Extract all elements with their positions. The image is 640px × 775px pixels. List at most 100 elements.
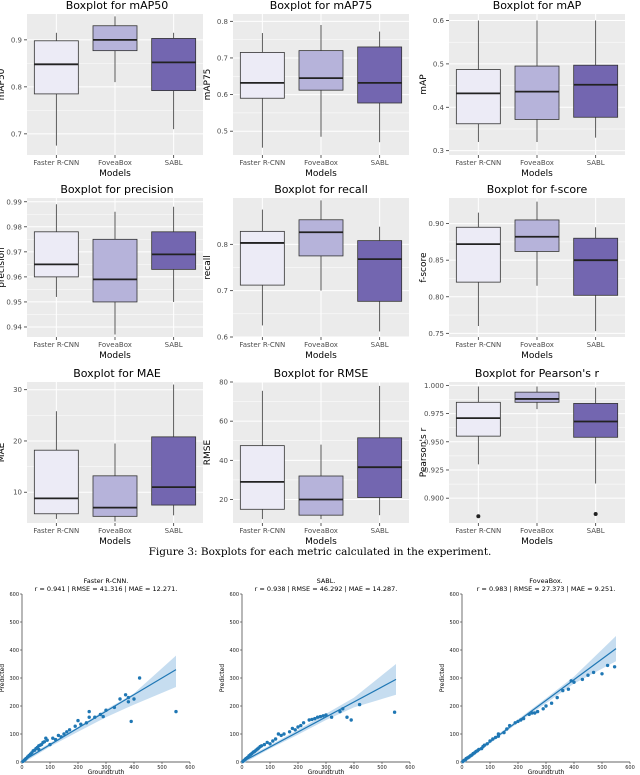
box-sabl [357,226,403,332]
boxplot-2: Boxplot for mAP75 0.5 0.6 0.7 0.8 Faster R-CN… [203,0,409,179]
x-tick-label: FoveaBox [304,341,338,349]
scatter-title: FoveaBox. [529,577,562,585]
y-tick-label: 0.4 [433,104,445,112]
data-point [321,714,325,718]
data-point [318,714,323,719]
data-point [44,736,48,740]
data-point [87,709,91,714]
data-point [259,744,264,748]
box-iqr [573,64,619,118]
y-axis-label: f-score [419,252,429,283]
box-iqr [151,38,197,92]
box-faster-r-cnn [239,33,285,148]
y-tick-label: 0 [236,760,239,766]
data-point [533,711,537,715]
y-tick-label: 0.6 [217,91,229,99]
y-tick-label: 0.94 [6,323,22,331]
data-point [549,701,554,705]
data-point [101,714,105,719]
figure-caption: Figure 3: Boxplots for each metric calcu… [148,546,492,558]
x-tick-label: Faster R-CNN [455,159,501,167]
box-foveabox [298,24,344,137]
y-tick-label: 40 [219,457,228,465]
box-iqr [357,240,403,302]
x-axis-label: Groundtruth [88,769,125,775]
box-iqr [455,69,501,125]
data-point [586,673,590,677]
data-point [123,693,128,697]
y-tick-label: 500 [449,620,459,626]
box-iqr [151,436,197,506]
y-axis-label: Predicted [219,664,226,692]
y-tick-label: 0.96 [6,273,22,281]
y-tick-label: 0.6 [433,17,445,25]
y-tick-label: 100 [449,732,459,738]
box-iqr [33,231,79,278]
y-tick-label: 300 [9,676,19,682]
x-tick-label: SABL [587,527,605,535]
data-point [591,670,596,675]
x-tick-label: 200 [73,765,83,771]
y-tick-label: 0.925 [424,466,444,474]
x-tick-label: 300 [321,765,331,771]
y-tick-label: 300 [449,676,459,682]
data-point [76,718,80,723]
box-faster-r-cnn [455,212,501,327]
scatter-1: Faster R-CNN.r = 0.941 | RMSE = 41.316 |… [0,577,195,775]
box-iqr [573,237,619,296]
y-tick-label: 400 [9,648,19,654]
data-point [118,697,122,701]
data-point [42,740,47,744]
box-faster-r-cnn [33,32,79,146]
chart-title: Boxplot for recall [274,183,368,196]
x-axis-label: Models [521,537,553,547]
scatter-title: Faster R-CNN. [84,577,129,585]
box-foveabox [92,211,138,335]
x-axis-label: Models [99,537,131,547]
boxplot-7: Boxplot for MAE 10 20 30 Faster R-CNN FoveaBo… [0,367,203,547]
data-point [530,711,534,715]
data-point [62,732,66,736]
chart-title: Boxplot for mAP75 [270,0,373,12]
box-iqr [33,40,79,95]
y-tick-label: 1.000 [424,382,444,390]
box-sabl [573,20,619,138]
y-tick-label: 0.975 [424,410,444,418]
regression-line [21,669,177,762]
box-faster-r-cnn [33,411,79,519]
y-axis-label: MAE [0,442,7,462]
y-tick-label: 0.75 [428,330,444,338]
data-point [137,676,142,680]
data-point [357,702,362,707]
data-point [555,695,559,700]
x-tick-label: 600 [625,765,635,771]
y-tick-label: 0.3 [433,147,444,155]
data-point [580,677,585,682]
data-point [56,733,61,738]
data-point [276,732,281,736]
data-point [349,718,353,722]
box-sabl [573,227,619,332]
x-tick-label: 100 [485,765,495,771]
data-point [290,726,295,731]
box-iqr [573,403,619,438]
scatter-subtitle: r = 0.938 | RMSE = 46.292 | MAE = 14.287… [255,585,398,593]
x-tick-label: 300 [541,765,551,771]
regression-line [241,678,397,763]
box-iqr [239,52,285,99]
x-tick-label: FoveaBox [520,341,554,349]
box-sabl [573,387,619,516]
data-point [315,715,320,719]
data-point [535,709,540,714]
chart-title: Boxplot for Pearson's r [475,367,600,380]
box-iqr [455,401,501,437]
box-foveabox [298,200,344,291]
x-axis-label: Models [305,169,337,179]
data-point [268,742,272,746]
box-sabl [151,32,197,130]
data-point [307,718,311,722]
x-tick-label: FoveaBox [520,159,554,167]
y-tick-label: 600 [9,592,19,598]
outlier-point [593,511,598,516]
y-tick-label: 200 [9,704,19,710]
